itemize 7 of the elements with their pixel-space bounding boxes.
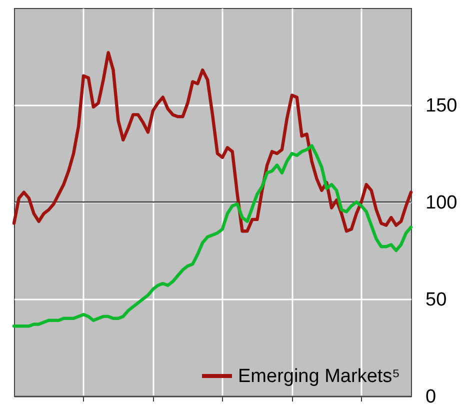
legend-label: Emerging Markets⁵ xyxy=(238,366,400,387)
y-tick-label: 50 xyxy=(426,290,447,310)
y-tick-label: 0 xyxy=(426,386,436,406)
y-tick-label: 150 xyxy=(426,96,458,116)
line-series xyxy=(12,51,413,233)
line-series xyxy=(12,144,413,328)
y-tick-label: 100 xyxy=(426,192,458,214)
